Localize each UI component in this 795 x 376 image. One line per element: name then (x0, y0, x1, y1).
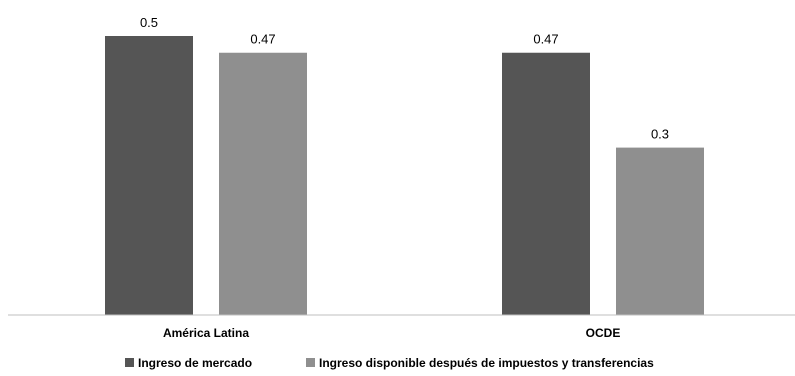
legend-swatch-series-1 (125, 358, 134, 367)
value-labels-group: 0.5 0.47 0.47 0.3 (140, 15, 669, 142)
legend-label-series-2: Ingreso disponible después de impuestos … (319, 356, 654, 370)
bar-1-series-1 (105, 36, 193, 315)
category-labels-group: América Latina OCDE (163, 326, 620, 340)
legend: Ingreso de mercado Ingreso disponible des… (125, 356, 654, 370)
legend-label-series-1: Ingreso de mercado (138, 356, 252, 370)
value-label-1-series-2: 0.47 (250, 32, 275, 47)
bar-1-series-2 (219, 52, 307, 316)
bar-2-series-1 (502, 52, 590, 316)
value-label-2-series-2: 0.3 (651, 127, 669, 142)
category-label-1: América Latina (163, 326, 249, 340)
category-label-2: OCDE (586, 326, 621, 340)
value-label-2-series-1: 0.47 (533, 32, 558, 47)
legend-swatch-series-2 (306, 358, 315, 367)
bar-2-series-2 (616, 147, 704, 315)
bars-group (105, 36, 704, 316)
value-label-1-series-1: 0.5 (140, 15, 158, 30)
